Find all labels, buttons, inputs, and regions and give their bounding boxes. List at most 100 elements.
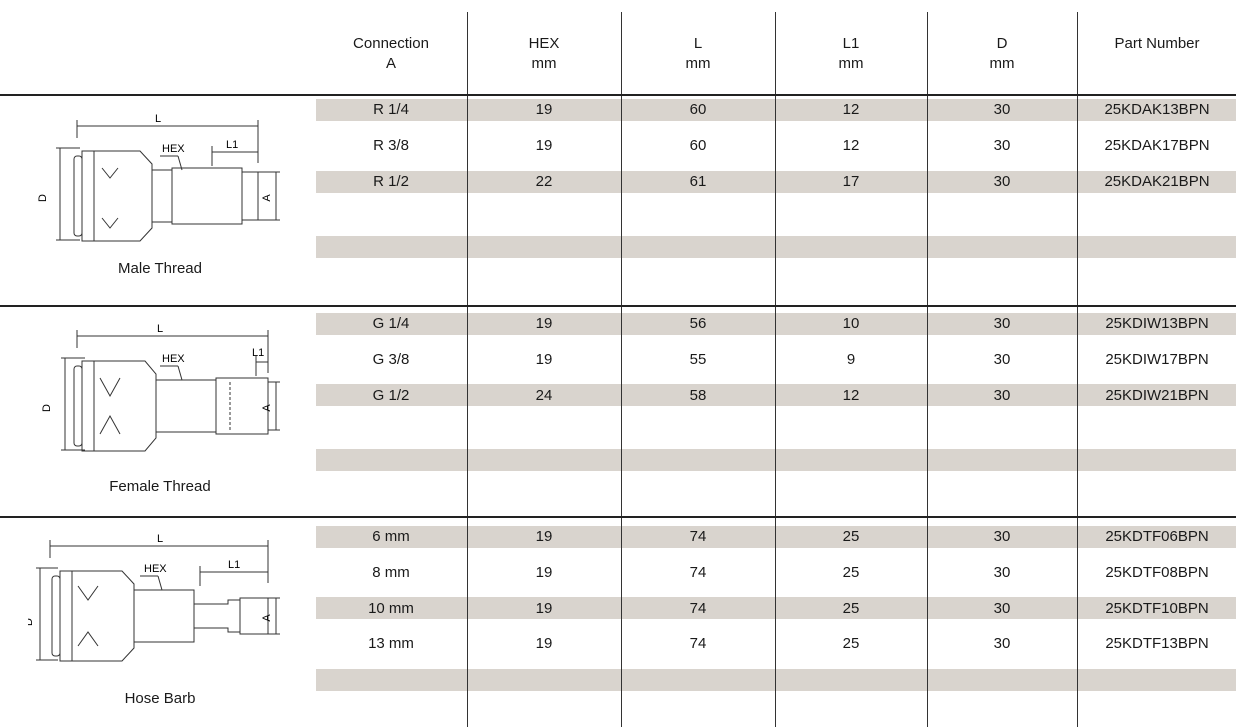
cell-connection: G 1/4 [372, 315, 410, 332]
cell-part: 25KDIW13BPN [1105, 315, 1209, 332]
cell-d [928, 278, 1076, 300]
cell-l1: 12 [842, 137, 860, 154]
cell-part: 25KDTF10BPN [1105, 600, 1209, 617]
cell-hex: 19 [535, 635, 553, 652]
cell-hex [468, 669, 620, 691]
cell-l1: 25 [842, 528, 860, 545]
cell-l1 [776, 278, 926, 300]
cell-l1: 9 [846, 351, 856, 368]
col-header-hex: HEX mm [528, 35, 560, 72]
cell-part [1078, 456, 1236, 478]
diagram-label-a: A [261, 614, 273, 622]
cell-connection: 13 mm [368, 635, 414, 652]
cell-l1: 10 [842, 315, 860, 332]
cell-hex: 19 [535, 528, 553, 545]
row-band [316, 449, 1236, 471]
cell-l1: 17 [842, 173, 860, 190]
cell-l [622, 278, 774, 300]
cell-l [622, 705, 774, 727]
diagram-label-hex: HEX [162, 353, 185, 365]
col-header-l: L mm [685, 35, 711, 72]
cell-d [928, 206, 1076, 228]
diagram-label-a: A [261, 404, 273, 412]
column-divider [775, 12, 776, 727]
diagram-label-d: D [37, 194, 49, 202]
cell-d: 30 [993, 564, 1011, 581]
cell-connection: 10 mm [368, 600, 414, 617]
cell-part [1078, 242, 1236, 264]
cell-part: 25KDAK17BPN [1104, 137, 1210, 154]
row-band [316, 171, 1236, 193]
column-divider [927, 12, 928, 727]
cell-d [928, 492, 1076, 514]
cell-connection [316, 206, 466, 228]
cell-part [1078, 705, 1236, 727]
cell-l [622, 456, 774, 478]
col-header-l1: L1 mm [838, 35, 864, 72]
cell-hex: 22 [535, 173, 553, 190]
row-band [316, 313, 1236, 335]
cell-connection [316, 492, 466, 514]
cell-l: 56 [689, 315, 707, 332]
cell-l1 [776, 492, 926, 514]
diagram-label-l1: L1 [226, 139, 238, 151]
cell-connection: R 1/2 [373, 173, 409, 190]
row-band [316, 384, 1236, 406]
cell-d [928, 456, 1076, 478]
cell-connection: R 1/4 [373, 101, 409, 118]
cell-l: 74 [689, 564, 707, 581]
row-band [316, 99, 1236, 121]
cell-hex: 19 [535, 351, 553, 368]
diagram-label-d: D [41, 404, 53, 412]
cell-connection: 8 mm [372, 564, 410, 581]
diagram-label-l: L [157, 323, 163, 335]
cell-l: 55 [689, 351, 707, 368]
cell-d: 30 [993, 137, 1011, 154]
cell-hex: 19 [535, 137, 553, 154]
col-header-d: D mm [989, 35, 1015, 72]
cell-part: 25KDTF13BPN [1105, 635, 1209, 652]
hose-barb-diagram: L HEX L1 D A [28, 533, 280, 662]
cell-hex [468, 278, 620, 300]
cell-l: 74 [689, 600, 707, 617]
cell-l [622, 669, 774, 691]
diagram-label-d: D [28, 618, 35, 626]
cell-l: 74 [689, 528, 707, 545]
cell-d: 30 [993, 635, 1011, 652]
cell-part: 25KDAK21BPN [1104, 173, 1210, 190]
cell-hex [468, 456, 620, 478]
cell-part: 25KDIW21BPN [1105, 387, 1209, 404]
row-band [316, 597, 1236, 619]
cell-connection [316, 669, 466, 691]
column-divider [467, 12, 468, 727]
cell-l1: 25 [842, 564, 860, 581]
cell-part [1078, 420, 1236, 442]
diagram-label-l1: L1 [228, 559, 240, 571]
cell-l1: 12 [842, 387, 860, 404]
cell-connection: G 3/8 [372, 351, 410, 368]
cell-l [622, 242, 774, 264]
cell-connection: R 3/8 [373, 137, 409, 154]
cell-d: 30 [993, 528, 1011, 545]
cell-d [928, 420, 1076, 442]
cell-part [1078, 206, 1236, 228]
cell-connection [316, 242, 466, 264]
cell-hex [468, 420, 620, 442]
cell-part [1078, 492, 1236, 514]
cell-l: 74 [689, 635, 707, 652]
cell-l1 [776, 206, 926, 228]
col-header-part-number: Part Number [1114, 35, 1200, 52]
cell-hex: 24 [535, 387, 553, 404]
cell-d [928, 705, 1076, 727]
row-band [316, 669, 1236, 691]
row-band [316, 236, 1236, 258]
cell-d: 30 [993, 315, 1011, 332]
cell-connection [316, 420, 466, 442]
cell-hex [468, 492, 620, 514]
group-caption-hose-barb: Hose Barb [124, 690, 196, 707]
cell-l1: 25 [842, 600, 860, 617]
diagram-label-hex: HEX [144, 563, 167, 575]
diagram-label-l: L [157, 533, 163, 545]
cell-l [622, 420, 774, 442]
cell-l1 [776, 242, 926, 264]
